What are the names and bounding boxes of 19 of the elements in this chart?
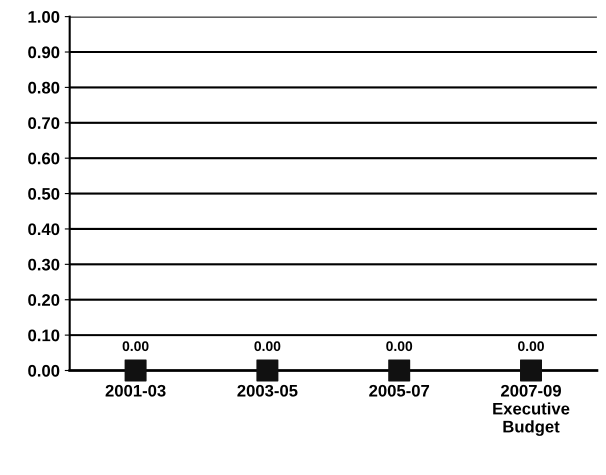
- x-tick-label: 2007-09 Executive Budget: [493, 384, 570, 436]
- y-tick-label: 0.40: [28, 223, 60, 236]
- y-tick-label: 0.80: [28, 82, 60, 94]
- data-label: 0.00: [518, 341, 544, 352]
- data-label: 0.00: [254, 341, 280, 352]
- data-label: 0.00: [122, 341, 149, 352]
- y-tick-label: 0.00: [28, 364, 60, 377]
- y-tick-label: 0.90: [28, 46, 60, 58]
- y-tick-label: 1.00: [28, 11, 60, 23]
- y-tick-label: 0.70: [28, 117, 60, 129]
- x-tick-label: 2003-05: [237, 384, 298, 397]
- y-tick-label: 0.30: [28, 258, 60, 271]
- y-tick-label: 0.20: [28, 294, 60, 306]
- y-tick-label: 0.10: [28, 330, 60, 342]
- y-tick-label: 0.50: [28, 188, 60, 200]
- y-tick-label: 0.60: [28, 152, 60, 164]
- data-label: 0.00: [386, 341, 412, 352]
- x-tick-label: 2005-07: [369, 384, 430, 397]
- x-tick-label: 2001-03: [106, 384, 166, 397]
